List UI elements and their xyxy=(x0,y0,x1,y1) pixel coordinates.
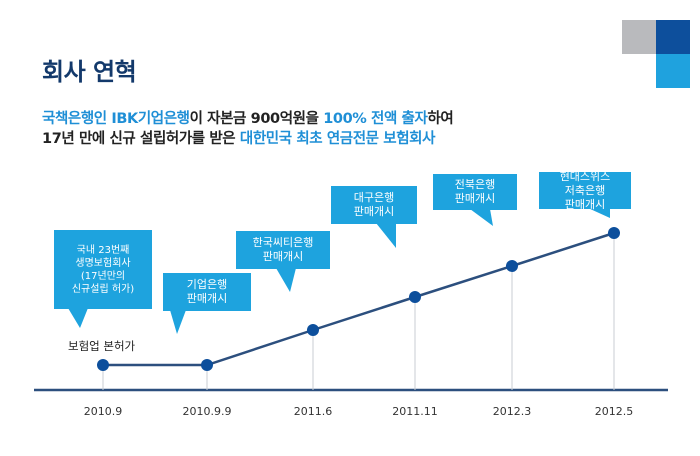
start-label: 보험업 본허가 xyxy=(68,339,136,353)
date-label: 2011.6 xyxy=(293,405,333,418)
decor-square-gray xyxy=(622,20,656,54)
callout-pointer xyxy=(68,308,88,328)
page-title: 회사 연혁 xyxy=(42,58,137,86)
event-marker xyxy=(307,324,319,336)
event-marker xyxy=(97,359,109,371)
intro-segment: 대한민국 최초 연금전문 보험회사 xyxy=(239,131,436,147)
callout-pointer xyxy=(588,208,610,218)
callout-event: 대구은행 판매개시 xyxy=(331,186,417,224)
callout-pointer xyxy=(470,209,493,226)
callout-label: 한국씨티은행 판매개시 xyxy=(252,236,314,263)
intro-line-2: 17년 만에 신규 설립허가를 받은 대한민국 최초 연금전문 보험회사 xyxy=(42,127,435,148)
intro-line-1: 국책은행인 IBK기업은행이 자본금 900억원을 100% 전액 출자하여 xyxy=(42,107,454,128)
intro-segment: 100% 전액 출자 xyxy=(323,111,428,127)
callout-label: 국내 23번째 생명보험회사 (17년만의 신규설립 허가) xyxy=(71,244,135,295)
callout-pointer xyxy=(170,310,186,334)
callout-label: 대구은행 판매개시 xyxy=(353,191,395,218)
intro-segment: 하여 xyxy=(427,111,454,127)
decor-square-navy xyxy=(656,20,690,54)
event-marker xyxy=(409,291,421,303)
callout-event: 전북은행 판매개시 xyxy=(433,174,517,210)
progress-line xyxy=(103,231,615,367)
callout-event: 현대스위스 저축은행 판매개시 xyxy=(539,169,631,211)
callout-event: 한국씨티은행 판매개시 xyxy=(236,231,330,269)
intro-segment: 국책은행인 IBK기업은행 xyxy=(42,111,190,127)
date-label: 2011.11 xyxy=(392,405,438,418)
date-label: 2012.5 xyxy=(594,405,634,418)
event-marker xyxy=(201,359,213,371)
callout-label: 기업은행 판매개시 xyxy=(186,278,228,305)
date-label: 2012.3 xyxy=(492,405,532,418)
decor-square-blue xyxy=(656,54,690,88)
date-label: 2010.9.9 xyxy=(182,405,232,418)
callout-event: 기업은행 판매개시 xyxy=(163,273,251,311)
callout-label: 현대스위스 저축은행 판매개시 xyxy=(559,169,611,211)
callout-event: 국내 23번째 생명보험회사 (17년만의 신규설립 허가) xyxy=(54,230,152,309)
event-marker xyxy=(608,227,620,239)
callout-label: 전북은행 판매개시 xyxy=(454,178,496,205)
callout-pointer xyxy=(376,223,396,248)
event-marker xyxy=(506,260,518,272)
intro-segment: 17년 만에 신규 설립허가를 받은 xyxy=(42,131,240,147)
callout-pointer xyxy=(276,268,296,292)
date-label: 2010.9 xyxy=(83,405,123,418)
intro-segment: 이 자본금 900억원을 xyxy=(189,111,324,127)
